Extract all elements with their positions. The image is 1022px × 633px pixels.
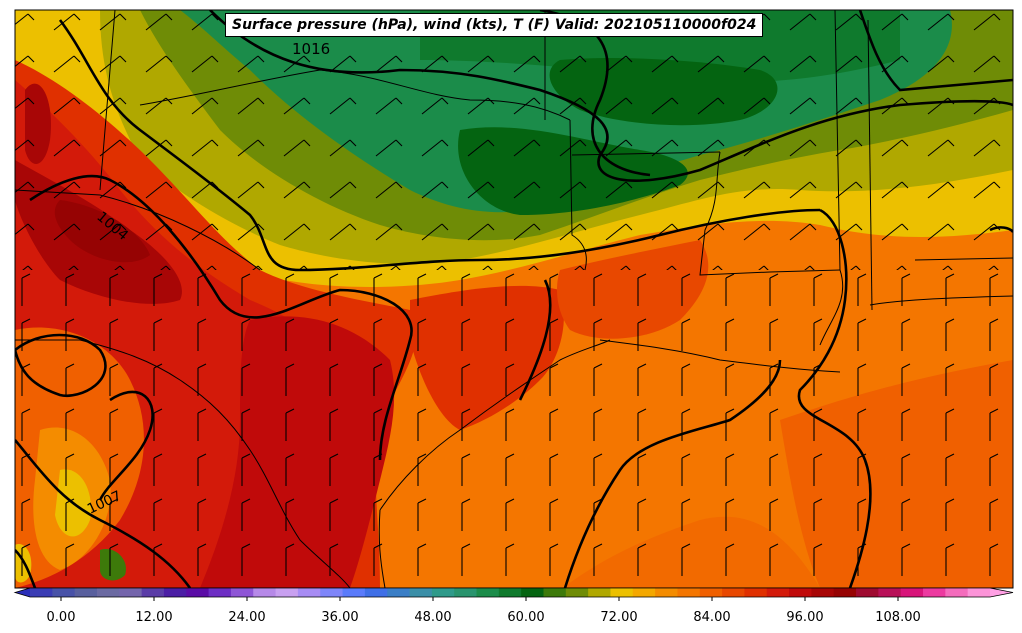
colorbar-segment <box>655 588 678 597</box>
colorbar-segment <box>52 588 76 597</box>
colorbar-segment <box>856 588 879 597</box>
colorbar-segment <box>610 588 634 597</box>
colorbar-segment <box>387 588 411 597</box>
colorbar-segment <box>230 588 254 597</box>
colorbar-segment <box>320 588 344 597</box>
colorbar-tick-label: 12.00 <box>135 610 172 625</box>
colorbar-segment <box>543 588 567 597</box>
colorbar-segment <box>789 588 812 597</box>
colorbar-segment <box>878 588 902 597</box>
colorbar-segment <box>811 588 835 597</box>
colorbar-segment <box>833 588 857 597</box>
colorbar-segment <box>30 588 53 597</box>
colorbar-segment <box>297 588 321 597</box>
colorbar-segment <box>521 588 544 597</box>
colorbar-tick-label: 48.00 <box>414 610 451 625</box>
colorbar-segment <box>476 588 500 597</box>
colorbar-tick-label: 36.00 <box>321 610 358 625</box>
wind-barbs <box>15 10 1013 588</box>
colorbar-segment <box>722 588 745 597</box>
colorbar-tick-label: 108.00 <box>875 610 921 625</box>
colorbar-segment <box>253 588 277 597</box>
colorbar-segment <box>744 588 768 597</box>
colorbar-segment <box>766 588 790 597</box>
colorbar-segment <box>454 588 478 597</box>
colorbar-segment <box>119 588 143 597</box>
colorbar-segment <box>498 588 522 597</box>
colorbar-tick-label: 0.00 <box>47 610 76 625</box>
colorbar-segment <box>967 588 991 597</box>
colorbar-extend-low <box>15 588 30 597</box>
colorbar-segment <box>900 588 924 597</box>
colorbar-segment <box>141 588 165 597</box>
colorbar-segment <box>431 588 455 597</box>
isobar-label: 1016 <box>292 40 330 58</box>
colorbar-segment <box>945 588 969 597</box>
colorbar-ticks: 0.00 12.00 24.00 36.00 48.00 60.00 72.00 84.00 9… <box>47 597 921 625</box>
colorbar-segment <box>923 588 946 597</box>
colorbar-segment <box>699 588 723 597</box>
colorbar-segment <box>409 588 433 597</box>
colorbar <box>13 587 1014 598</box>
colorbar-segment <box>96 588 120 597</box>
colorbar-segment <box>275 588 299 597</box>
colorbar-tick-label: 60.00 <box>507 610 544 625</box>
colorbar-segment <box>186 588 210 597</box>
colorbar-tick-label: 96.00 <box>786 610 823 625</box>
colorbar-tick-label: 24.00 <box>228 610 265 625</box>
colorbar-segment <box>364 588 388 597</box>
colorbar-extend-high <box>990 588 1013 597</box>
colorbar-segment <box>208 588 232 597</box>
colorbar-segment <box>342 588 366 597</box>
colorbar-segment <box>588 588 611 597</box>
colorbar-tick-label: 84.00 <box>693 610 730 625</box>
colorbar-tick-label: 72.00 <box>600 610 637 625</box>
colorbar-segment <box>163 588 187 597</box>
colorbar-segment <box>565 588 589 597</box>
colorbar-segment <box>632 588 656 597</box>
map-title: Surface pressure (hPa), wind (kts), T (F… <box>225 13 764 37</box>
colorbar-segment <box>677 588 701 597</box>
colorbar-segment <box>74 588 98 597</box>
